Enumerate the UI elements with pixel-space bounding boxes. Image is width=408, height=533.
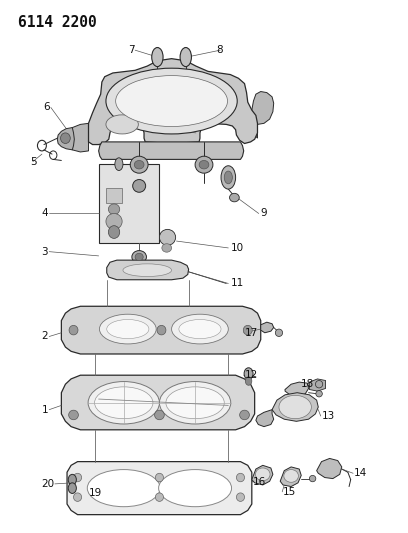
Text: 2: 2 — [41, 332, 48, 342]
Ellipse shape — [284, 470, 298, 482]
Ellipse shape — [134, 160, 144, 169]
Ellipse shape — [109, 225, 120, 238]
Ellipse shape — [239, 410, 249, 419]
Ellipse shape — [279, 395, 311, 419]
Text: 20: 20 — [41, 479, 54, 489]
Ellipse shape — [166, 387, 224, 419]
Ellipse shape — [244, 368, 253, 379]
Text: 17: 17 — [244, 328, 258, 338]
Ellipse shape — [162, 244, 172, 252]
Polygon shape — [272, 393, 318, 421]
Polygon shape — [61, 375, 255, 430]
Bar — [106, 188, 122, 203]
Ellipse shape — [159, 470, 232, 507]
Ellipse shape — [123, 264, 172, 277]
Ellipse shape — [69, 410, 78, 419]
Ellipse shape — [230, 193, 239, 202]
Ellipse shape — [179, 319, 221, 338]
Polygon shape — [280, 467, 301, 487]
Polygon shape — [99, 142, 244, 159]
Ellipse shape — [73, 493, 82, 502]
Ellipse shape — [224, 171, 233, 184]
Ellipse shape — [95, 387, 153, 419]
Polygon shape — [57, 127, 74, 150]
Ellipse shape — [135, 253, 143, 261]
Ellipse shape — [68, 474, 76, 485]
Ellipse shape — [155, 410, 164, 419]
Ellipse shape — [255, 468, 270, 481]
Ellipse shape — [195, 156, 213, 173]
Ellipse shape — [132, 251, 146, 263]
Text: 7: 7 — [129, 45, 135, 55]
Text: 10: 10 — [231, 243, 244, 253]
Ellipse shape — [180, 47, 191, 67]
Ellipse shape — [60, 133, 70, 143]
Ellipse shape — [115, 158, 123, 171]
Ellipse shape — [309, 475, 316, 482]
Text: 3: 3 — [41, 247, 48, 257]
Ellipse shape — [245, 377, 252, 385]
Ellipse shape — [106, 115, 138, 134]
Ellipse shape — [88, 382, 160, 424]
Polygon shape — [107, 260, 188, 280]
Text: 15: 15 — [283, 487, 296, 497]
Polygon shape — [317, 458, 342, 479]
Polygon shape — [65, 123, 89, 152]
Ellipse shape — [69, 325, 78, 335]
Ellipse shape — [221, 166, 235, 189]
Ellipse shape — [106, 68, 237, 134]
Text: 6: 6 — [43, 102, 50, 112]
Text: 12: 12 — [244, 370, 258, 380]
Polygon shape — [261, 322, 274, 333]
Ellipse shape — [236, 473, 244, 482]
Polygon shape — [89, 59, 257, 144]
Text: 18: 18 — [301, 379, 315, 389]
Text: 1: 1 — [41, 405, 48, 415]
Polygon shape — [285, 382, 308, 397]
Text: 5: 5 — [30, 157, 36, 166]
Ellipse shape — [315, 381, 323, 388]
Ellipse shape — [172, 314, 228, 344]
Ellipse shape — [68, 483, 76, 494]
Polygon shape — [252, 465, 273, 485]
Ellipse shape — [109, 204, 120, 215]
Ellipse shape — [199, 160, 209, 169]
Ellipse shape — [106, 214, 122, 229]
Text: 6114 2200: 6114 2200 — [18, 14, 96, 30]
Ellipse shape — [316, 391, 322, 397]
Ellipse shape — [100, 314, 156, 344]
Ellipse shape — [152, 47, 163, 67]
Text: 16: 16 — [253, 477, 266, 487]
Text: 14: 14 — [354, 469, 367, 478]
Text: 11: 11 — [231, 278, 244, 288]
Ellipse shape — [107, 319, 149, 338]
Text: 8: 8 — [216, 45, 223, 55]
Bar — [99, 164, 159, 243]
Ellipse shape — [157, 325, 166, 335]
Ellipse shape — [275, 329, 283, 336]
Ellipse shape — [73, 473, 82, 482]
Ellipse shape — [130, 156, 148, 173]
Ellipse shape — [155, 493, 164, 502]
Polygon shape — [61, 306, 261, 354]
Ellipse shape — [133, 180, 146, 192]
Text: 9: 9 — [261, 208, 267, 219]
Ellipse shape — [115, 76, 228, 126]
Polygon shape — [309, 379, 326, 391]
Ellipse shape — [160, 229, 175, 245]
Ellipse shape — [155, 473, 164, 482]
Polygon shape — [67, 462, 252, 515]
Polygon shape — [251, 92, 274, 138]
Ellipse shape — [243, 325, 252, 335]
Text: 4: 4 — [41, 208, 48, 219]
Ellipse shape — [160, 382, 231, 424]
Ellipse shape — [236, 493, 244, 502]
Text: 19: 19 — [89, 488, 102, 498]
Text: 13: 13 — [322, 411, 335, 421]
Polygon shape — [256, 410, 274, 426]
Ellipse shape — [87, 470, 160, 507]
